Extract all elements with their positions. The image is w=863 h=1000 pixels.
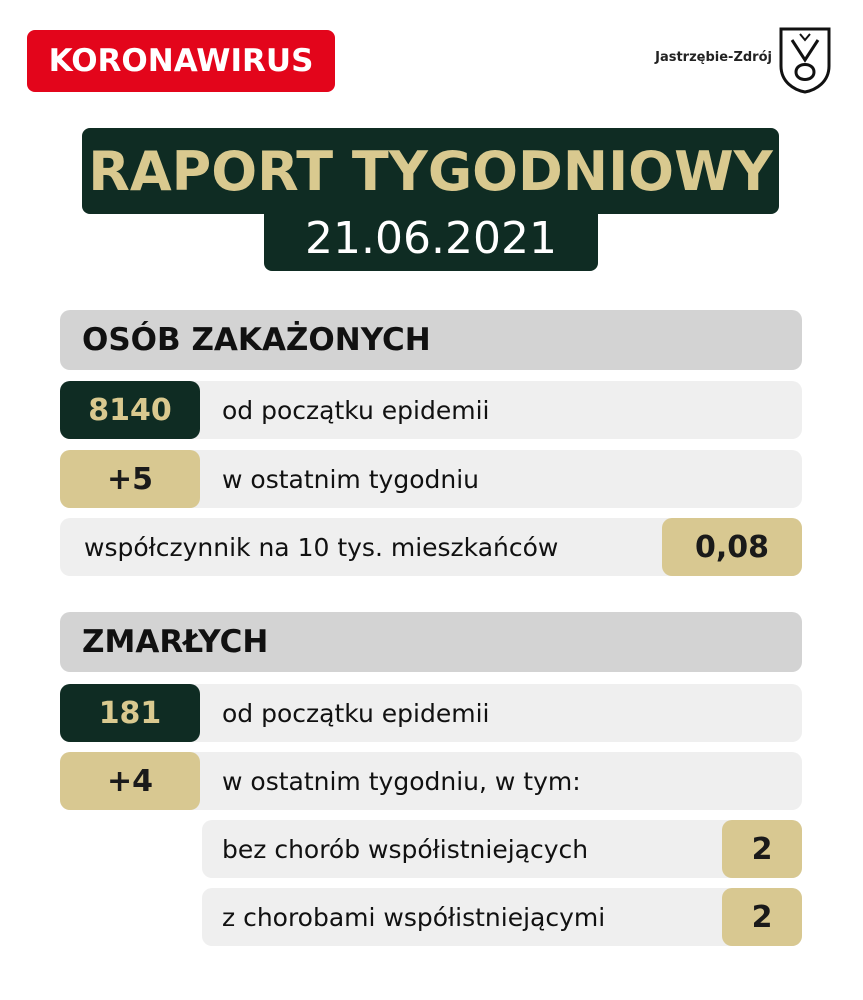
- section-title: OSÓB ZAKAŻONYCH: [60, 310, 802, 370]
- value-box: 2: [722, 888, 802, 946]
- title: RAPORT TYGODNIOWY: [82, 128, 779, 214]
- logo-text: Jastrzębie-Zdrój: [655, 50, 772, 65]
- row-label: od początku epidemii: [222, 698, 490, 728]
- badge: KORONAWIRUS: [27, 30, 335, 92]
- value-box: +4: [60, 752, 200, 810]
- logo: [779, 27, 831, 94]
- row-label: bez chorób współistniejących: [222, 834, 589, 864]
- row: współczynnik na 10 tys. mieszkańców 0,08: [60, 518, 802, 576]
- row: 181 od początku epidemii: [60, 684, 802, 742]
- value-box: 2: [722, 820, 802, 878]
- value-box: +5: [60, 450, 200, 508]
- date: 21.06.2021: [264, 205, 598, 271]
- row-label: od początku epidemii: [222, 395, 490, 425]
- row: z chorobami współistniejącymi 2: [202, 888, 802, 946]
- value-box: 8140: [60, 381, 200, 439]
- section-title: ZMARŁYCH: [60, 612, 802, 672]
- row-label: w ostatnim tygodniu, w tym:: [222, 766, 581, 796]
- row: +4 w ostatnim tygodniu, w tym:: [60, 752, 802, 810]
- row: +5 w ostatnim tygodniu: [60, 450, 802, 508]
- row-label: z chorobami współistniejącymi: [222, 902, 606, 932]
- row: bez chorób współistniejących 2: [202, 820, 802, 878]
- value-box: 181: [60, 684, 200, 742]
- row: 8140 od początku epidemii: [60, 381, 802, 439]
- row-label: współczynnik na 10 tys. mieszkańców: [84, 532, 559, 562]
- row-label: w ostatnim tygodniu: [222, 464, 479, 494]
- value-box: 0,08: [662, 518, 802, 576]
